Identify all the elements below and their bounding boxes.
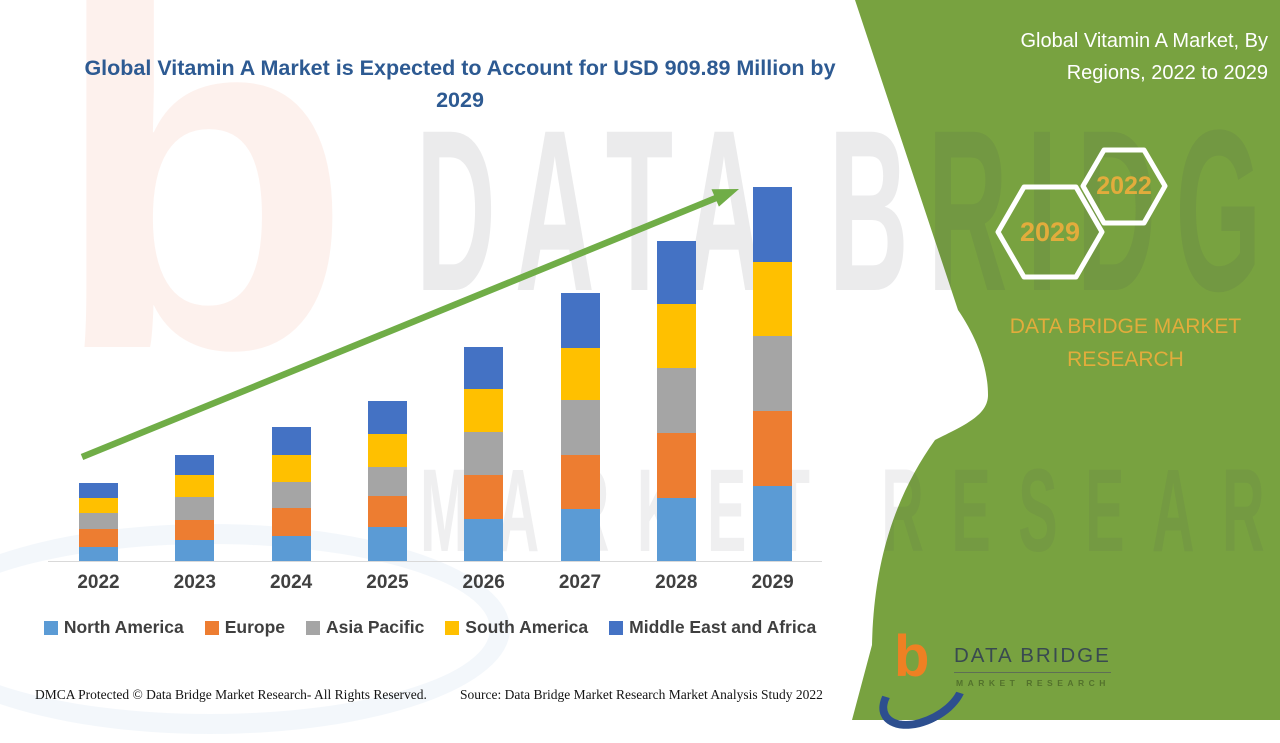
bar-segment-2029-asia-pacific	[753, 336, 793, 412]
bar-segment-2028-europe	[656, 433, 696, 498]
bar-segment-2022-middle-east-and-africa	[79, 483, 118, 499]
bar-segment-2025-south-america	[367, 433, 407, 468]
x-axis-label-2022: 2022	[77, 572, 120, 593]
legend-item-south-america: South America	[445, 617, 588, 638]
x-axis-label-2024: 2024	[269, 572, 313, 593]
page-title: Global Vitamin A Market is Expected to A…	[84, 56, 836, 113]
legend-item-asia-pacific: Asia Pacific	[306, 617, 424, 638]
footer-dmca-text: DMCA Protected © Data Bridge Market Rese…	[35, 687, 427, 702]
bar-segment-2027-south-america	[560, 348, 600, 400]
watermark-b-logo-letter: b	[52, 0, 353, 452]
bar-segment-2025-asia-pacific	[367, 467, 407, 497]
bar-segment-2026-middle-east-and-africa	[464, 347, 504, 390]
x-axis-label-2029: 2029	[751, 572, 794, 593]
brand-text: DATA BRIDGE MARKET RESEARCH	[1009, 315, 1242, 371]
bar-segment-2027-europe	[560, 455, 600, 509]
bar-segment-2023-europe	[175, 519, 215, 541]
bar-segment-2025-middle-east-and-africa	[367, 400, 407, 434]
x-axis-label-2026: 2026	[462, 572, 505, 593]
bar-segment-2022-north-america	[79, 547, 118, 561]
logo-tagline: MARKET RESEARCH	[956, 678, 1110, 688]
legend-marker-icon	[609, 620, 624, 635]
legend-item-middle-east-and-africa: Middle East and Africa	[609, 617, 816, 638]
trend-arrow	[80, 189, 739, 461]
bar-segment-2029-north-america	[753, 486, 793, 561]
panel-heading: Global Vitamin A Market, By Regions, 202…	[1020, 30, 1268, 84]
chart-legend: North America Europe Asia Pacific South Ame…	[40, 617, 820, 638]
bar-segment-2026-europe	[464, 475, 504, 520]
hexagon-2029-outline	[995, 184, 1105, 280]
bar-segment-2029-middle-east-and-africa	[753, 186, 793, 262]
legend-marker-icon	[306, 620, 321, 635]
legend-item-europe: Europe	[204, 617, 286, 638]
x-axis-line	[48, 561, 822, 562]
hexagon-2022-outline	[1080, 147, 1168, 226]
hexagon-year-2022: 2022	[1096, 172, 1152, 200]
legend-label: Middle East and Africa	[629, 617, 817, 637]
x-axis-label-2028: 2028	[655, 572, 698, 593]
legend-label: South America	[465, 617, 589, 637]
legend-label: Asia Pacific	[326, 617, 425, 637]
bar-segment-2029-south-america	[753, 261, 793, 337]
trend-arrow-line	[80, 194, 718, 461]
green-side-panel	[852, 0, 1280, 720]
bar-segment-2022-europe	[79, 529, 118, 548]
bar-segment-2026-asia-pacific	[464, 432, 504, 476]
bar-segment-2027-middle-east-and-africa	[560, 293, 600, 349]
x-axis-label-2023: 2023	[173, 572, 216, 593]
logo-name: DATA BRIDGE	[954, 644, 1111, 673]
legend-marker-icon	[445, 620, 460, 635]
bar-segment-2026-south-america	[464, 389, 504, 433]
legend-item-north-america: North America	[43, 617, 184, 638]
bar-segment-2027-asia-pacific	[560, 399, 600, 456]
bar-segment-2028-middle-east-and-africa	[656, 240, 696, 305]
legend-marker-icon	[43, 620, 58, 635]
bar-segment-2023-north-america	[175, 540, 215, 561]
bar-segment-2024-middle-east-and-africa	[271, 427, 311, 455]
hexagon-graphic	[995, 147, 1168, 280]
x-axis-label-2025: 2025	[366, 572, 409, 593]
bar-segment-2023-south-america	[175, 475, 215, 498]
data-bridge-logo: b DATA BRIDGE MARKET RESEARCH	[867, 624, 1140, 743]
bar-segment-2028-south-america	[656, 304, 696, 368]
bar-segment-2023-asia-pacific	[175, 497, 215, 520]
trend-arrow-head	[711, 189, 739, 207]
legend-label: North America	[63, 617, 184, 637]
hexagon-year-2029: 2029	[1019, 217, 1081, 247]
bar-segment-2022-asia-pacific	[79, 513, 118, 530]
bar-segment-2024-north-america	[271, 535, 311, 561]
bar-segment-2024-south-america	[271, 454, 311, 483]
footer-source-text: Source: Data Bridge Market Research Mark…	[460, 687, 823, 702]
logo-b-icon: b	[894, 624, 930, 689]
x-axis-label-2027: 2027	[558, 572, 602, 593]
bar-segment-2022-south-america	[79, 498, 118, 514]
bar-segment-2029-europe	[753, 411, 793, 487]
bar-segment-2027-north-america	[560, 508, 600, 561]
bar-segment-2028-north-america	[656, 497, 696, 561]
bar-segment-2025-europe	[367, 496, 407, 528]
bar-segment-2028-asia-pacific	[656, 367, 696, 434]
bar-segment-2024-europe	[271, 508, 311, 536]
watermark-text-data-bridge: DATA BRIDGE	[416, 82, 1280, 339]
bar-segment-2023-middle-east-and-africa	[175, 454, 215, 476]
legend-label: Europe	[224, 617, 286, 637]
bar-segment-2026-north-america	[464, 519, 504, 561]
green-panel-shape	[852, 0, 1280, 720]
legend-marker-icon	[204, 620, 219, 635]
bar-segment-2024-asia-pacific	[271, 482, 311, 509]
bar-segment-2025-north-america	[367, 527, 407, 561]
